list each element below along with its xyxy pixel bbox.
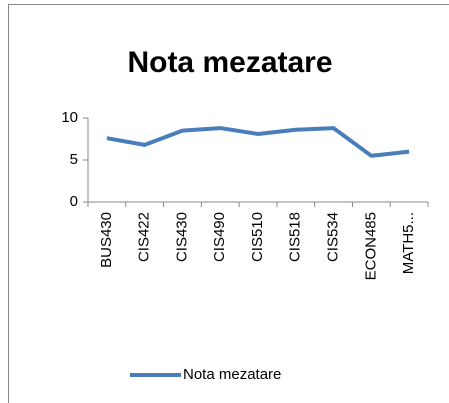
series-line (106, 126, 410, 158)
y-tick-label: 0 (70, 193, 78, 210)
x-tick-label: CIS490 (211, 212, 228, 262)
legend-label: Nota mezatare (183, 366, 281, 383)
x-tick-label: CIS510 (249, 212, 266, 262)
x-tick-label: ECON485 (362, 212, 379, 280)
x-tick-label: CIS422 (136, 212, 153, 262)
x-tick-label: CIS430 (173, 212, 190, 262)
chart-title: Nota mezatare (127, 46, 332, 79)
y-tick-label: 10 (61, 109, 78, 126)
y-tick-label: 5 (70, 151, 78, 168)
chart-frame (8, 4, 449, 403)
x-tick-label: MATH5... (400, 212, 417, 274)
x-tick-label: CIS534 (325, 212, 342, 262)
x-tick-label: CIS518 (287, 212, 304, 262)
x-tick-label: BUS430 (98, 212, 115, 268)
